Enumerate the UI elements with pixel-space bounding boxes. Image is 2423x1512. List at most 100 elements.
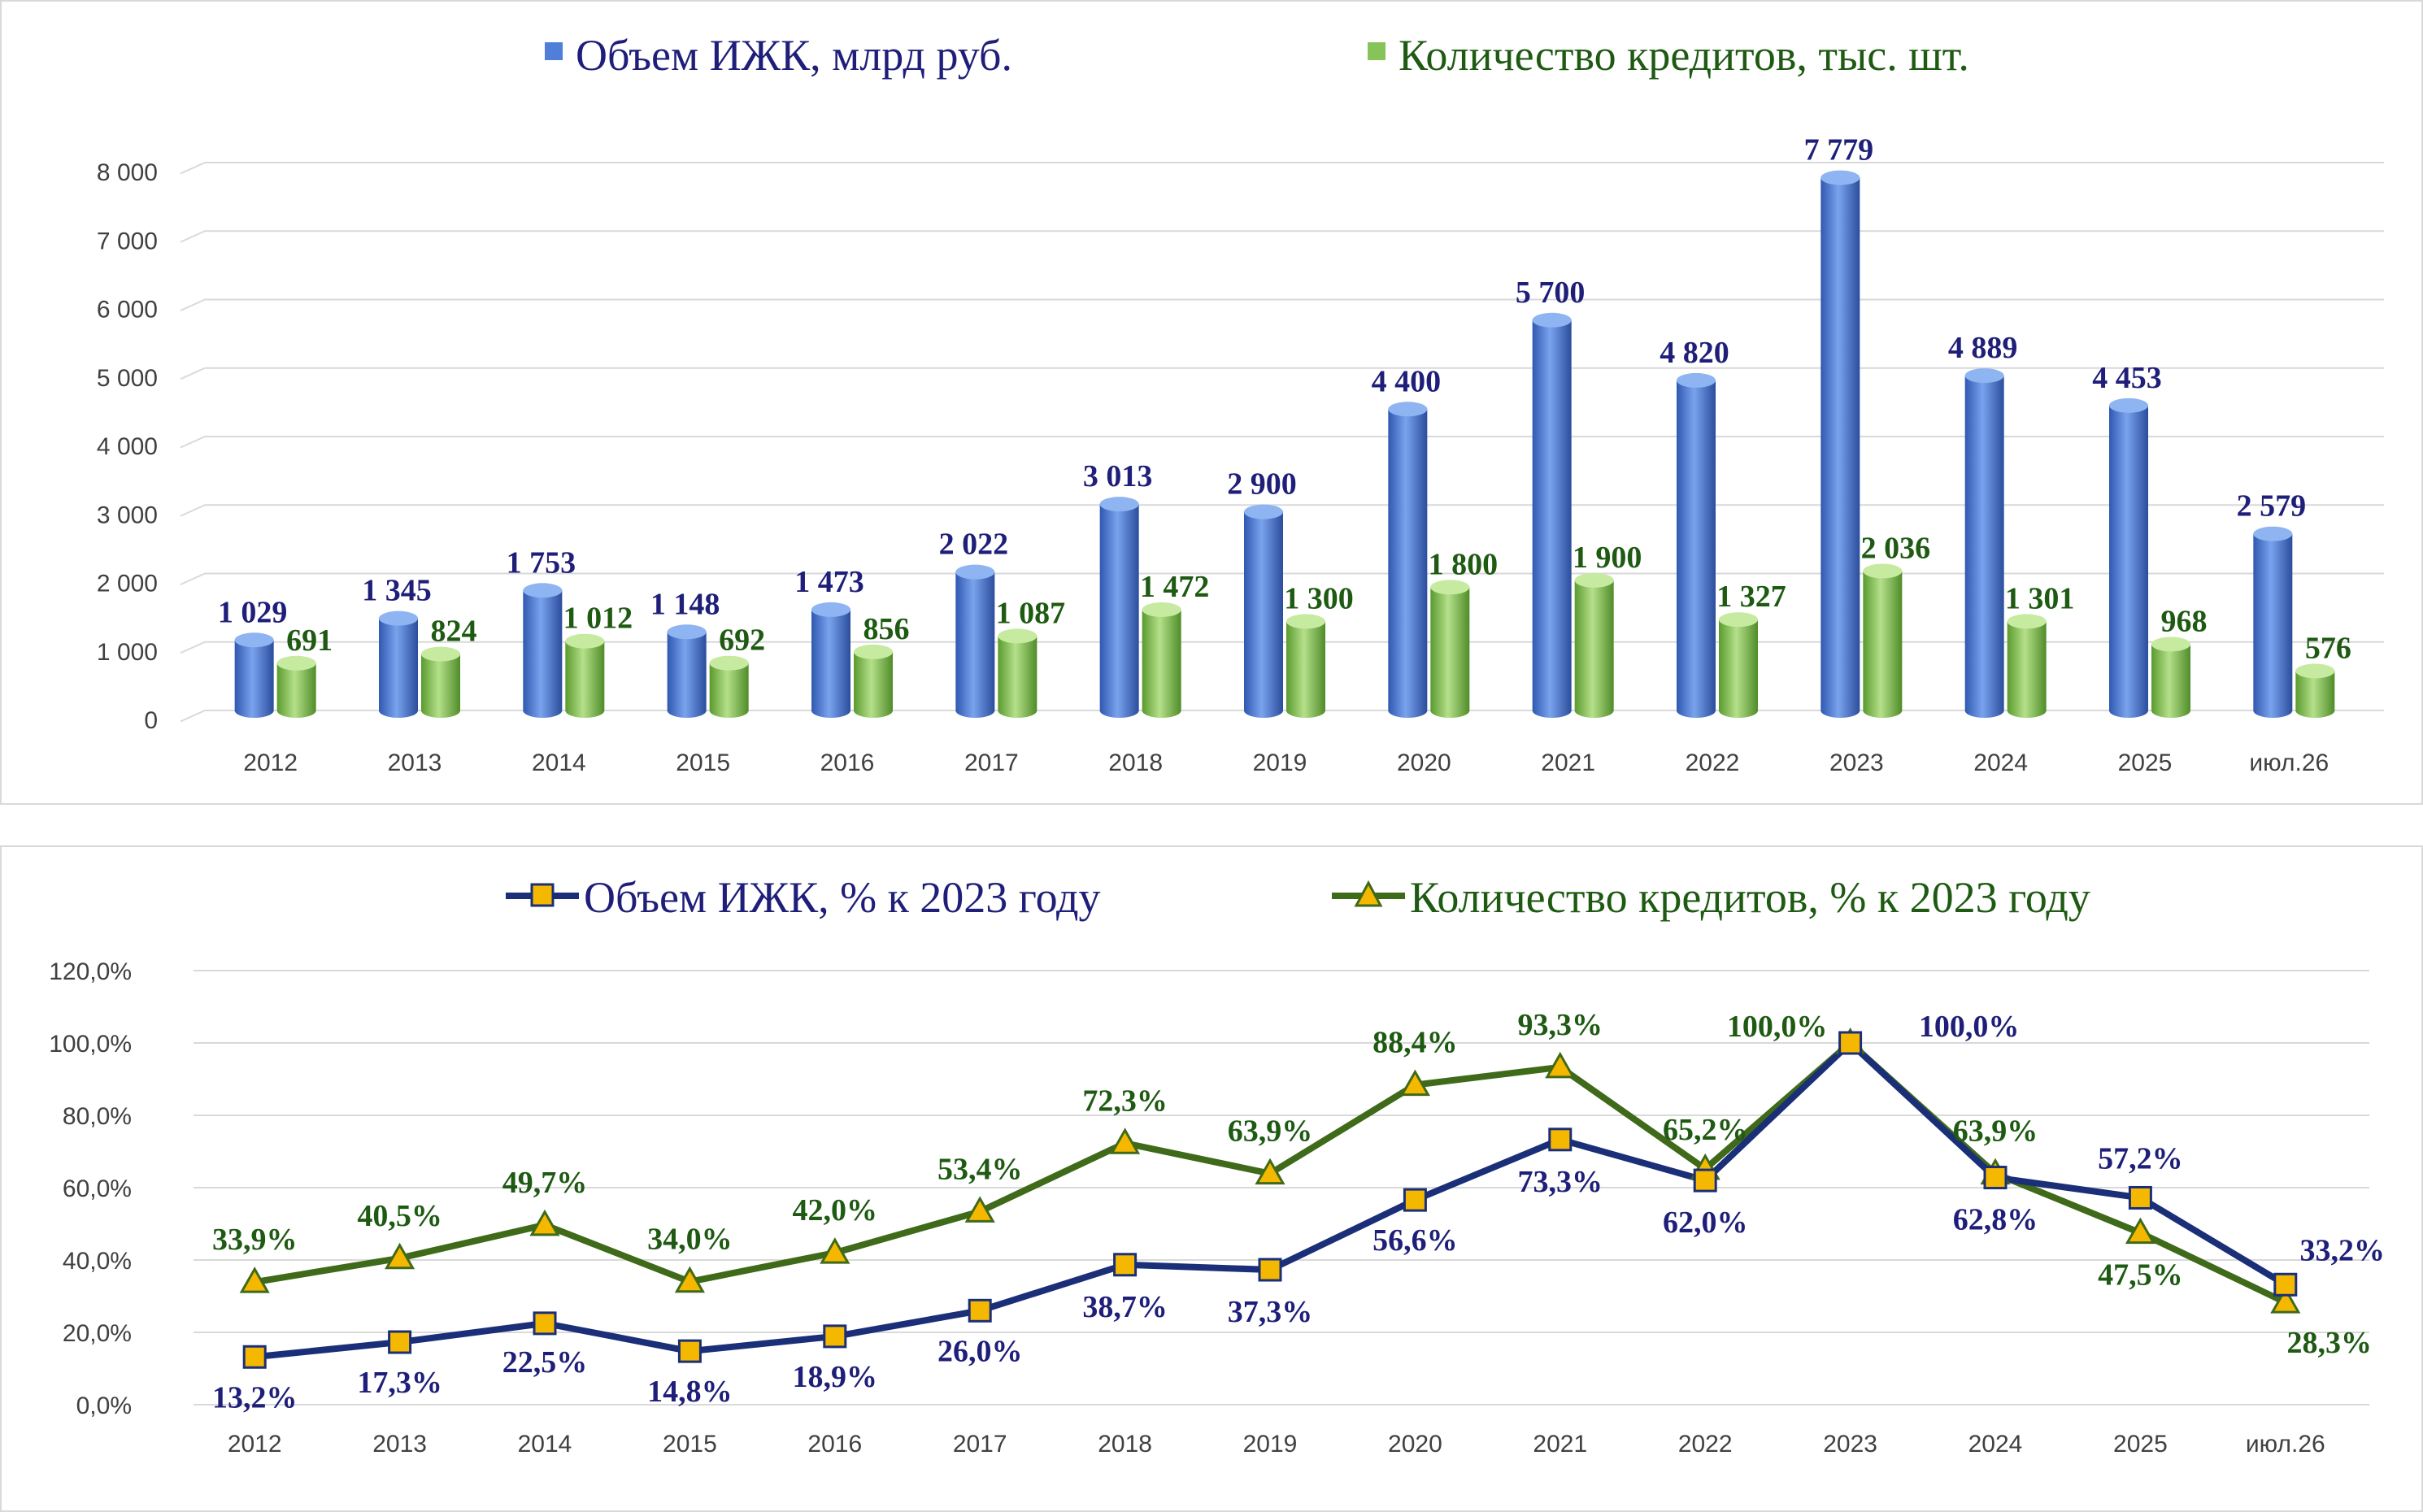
bar-data-label-volume: 1 029 <box>218 595 288 629</box>
bar-x-tick-label: 2018 <box>1108 749 1163 776</box>
bar-x-tick-label: 2017 <box>964 749 1019 776</box>
bar-data-label-volume: 4 889 <box>1948 331 2018 365</box>
bar-data-label-count: 1 472 <box>1140 570 1210 604</box>
line-data-label-volume: 13,2% <box>212 1380 298 1414</box>
bar-y-tick-label: 0 <box>144 707 158 734</box>
line-y-tick-label: 0,0% <box>76 1393 132 1419</box>
bar-gridline <box>180 641 2384 654</box>
line-data-label-volume: 37,3% <box>1228 1295 1313 1329</box>
line-data-label-count: 93,3% <box>1518 1008 1603 1042</box>
bar-y-tick-label: 8 000 <box>97 159 158 186</box>
line-x-tick-label: 2024 <box>1968 1431 2023 1458</box>
line-marker-count <box>674 1266 705 1293</box>
line-marker-volume <box>1548 1127 1573 1152</box>
bar-x-tick-label: 2021 <box>1541 749 1595 776</box>
bar-x-tick-label: 2012 <box>243 749 298 776</box>
legend-label-volume-pct: Объем ИЖК, % к 2023 году <box>584 873 1101 922</box>
bar-volume <box>2109 398 2148 718</box>
legend-label-volume: Объем ИЖК, млрд руб. <box>576 31 1012 80</box>
line-data-label-count: 63,9% <box>1953 1114 2038 1149</box>
line-data-label-volume: 18,9% <box>793 1360 878 1394</box>
bar-x-tick-label: 2015 <box>676 749 730 776</box>
bar-data-label-volume: 1 473 <box>794 565 864 599</box>
line-data-label-count: 47,5% <box>2098 1258 2183 1293</box>
bar-count <box>1430 580 1470 719</box>
bar-chart: Объем ИЖК, млрд руб. Количество кредитов… <box>97 31 2384 776</box>
line-marker-volume <box>2128 1185 2152 1210</box>
bar-volume <box>667 624 707 719</box>
bar-gridline <box>180 436 2384 449</box>
line-data-label-volume: 73,3% <box>1518 1165 1603 1199</box>
line-y-tick-label: 20,0% <box>63 1320 132 1347</box>
bar-data-label-volume: 4 820 <box>1660 336 1729 370</box>
bar-data-label-count: 856 <box>863 612 910 646</box>
bar-x-tick-label: 2014 <box>532 749 586 776</box>
bar-gridline <box>180 710 2384 723</box>
bar-data-label-volume: 2 022 <box>939 528 1009 562</box>
bar-gridline <box>180 230 2384 243</box>
line-marker-count <box>2270 1287 2301 1314</box>
line-x-tick-label: 2019 <box>1243 1431 1298 1458</box>
bar-legend: Объем ИЖК, млрд руб. Количество кредитов… <box>545 31 1969 80</box>
line-data-label-count: 33,9% <box>212 1223 298 1257</box>
bar-volume <box>523 583 563 719</box>
bar-data-label-count: 824 <box>431 615 477 649</box>
bar-gridline <box>180 572 2384 585</box>
bar-volume <box>1388 402 1428 719</box>
line-data-label-volume: 26,0% <box>937 1334 1023 1368</box>
line-x-tick-label: 2012 <box>228 1431 282 1458</box>
line-x-tick-label: 2020 <box>1388 1431 1442 1458</box>
bar-data-label-count: 968 <box>2161 604 2208 638</box>
bar-count <box>2007 614 2047 719</box>
bar-count <box>2151 637 2190 718</box>
bar-gridline <box>180 298 2384 311</box>
line-data-label-volume: 38,7% <box>1082 1290 1168 1324</box>
bar-data-label-count: 1 301 <box>2005 581 2075 615</box>
bar-data-label-count: 2 036 <box>1861 531 1931 565</box>
line-data-label-count: 28,3% <box>2287 1326 2373 1360</box>
bar-y-tick-label: 3 000 <box>97 502 158 528</box>
bar-y-tick-label: 5 000 <box>97 365 158 392</box>
bar-volume <box>1964 368 2004 719</box>
line-data-label-volume: 17,3% <box>357 1366 442 1400</box>
line-data-label-count: 63,9% <box>1228 1114 1313 1149</box>
bar-volume <box>1099 497 1139 719</box>
bar-volume <box>1244 504 1283 718</box>
line-marker-count <box>529 1209 560 1236</box>
bar-x-tick-label: 2023 <box>1829 749 1884 776</box>
bar-x-tick-label: 2013 <box>388 749 442 776</box>
bar-gridline <box>180 367 2384 380</box>
bar-data-label-volume: 1 345 <box>362 574 432 608</box>
bar-data-label-count: 691 <box>286 623 333 658</box>
bar-data-label-count: 1 327 <box>1716 580 1786 614</box>
bar-data-label-count: 1 087 <box>996 596 1066 630</box>
line-marker-volume <box>1838 1031 1863 1055</box>
bar-volume <box>234 632 274 719</box>
bar-count <box>276 655 316 719</box>
line-marker-count <box>239 1267 270 1293</box>
bar-data-label-volume: 7 779 <box>1804 133 1874 167</box>
bar-count <box>1719 612 1758 718</box>
legend-label-count: Количество кредитов, тыс. шт. <box>1399 31 1969 80</box>
bar-data-label-count: 1 900 <box>1573 541 1642 575</box>
line-marker-count <box>385 1242 415 1270</box>
bar-volume <box>1677 372 1716 718</box>
bar-volume <box>379 610 418 718</box>
line-y-tick-label: 60,0% <box>63 1175 132 1202</box>
line-data-label-count: 65,2% <box>1663 1113 1748 1147</box>
line-marker-volume <box>242 1345 267 1369</box>
line-marker-volume <box>1693 1168 1717 1193</box>
bar-x-tick-label: 2020 <box>1397 749 1451 776</box>
line-data-label-volume: 56,6% <box>1372 1223 1458 1258</box>
line-data-label-count: 40,5% <box>357 1199 442 1233</box>
bar-gridline <box>180 162 2384 175</box>
line-x-tick-label: 2016 <box>807 1431 862 1458</box>
bar-y-tick-label: 6 000 <box>97 297 158 324</box>
line-marker-volume <box>677 1339 702 1363</box>
bar-y-tick-label: 1 000 <box>97 639 158 666</box>
line-chart: Объем ИЖК, % к 2023 году Количество кред… <box>49 873 2385 1458</box>
line-x-tick-label: 2013 <box>372 1431 427 1458</box>
bar-chart-panel: Объем ИЖК, млрд руб. Количество кредитов… <box>0 0 2423 805</box>
bar-count <box>709 655 749 719</box>
bar-volume <box>1532 312 1572 719</box>
